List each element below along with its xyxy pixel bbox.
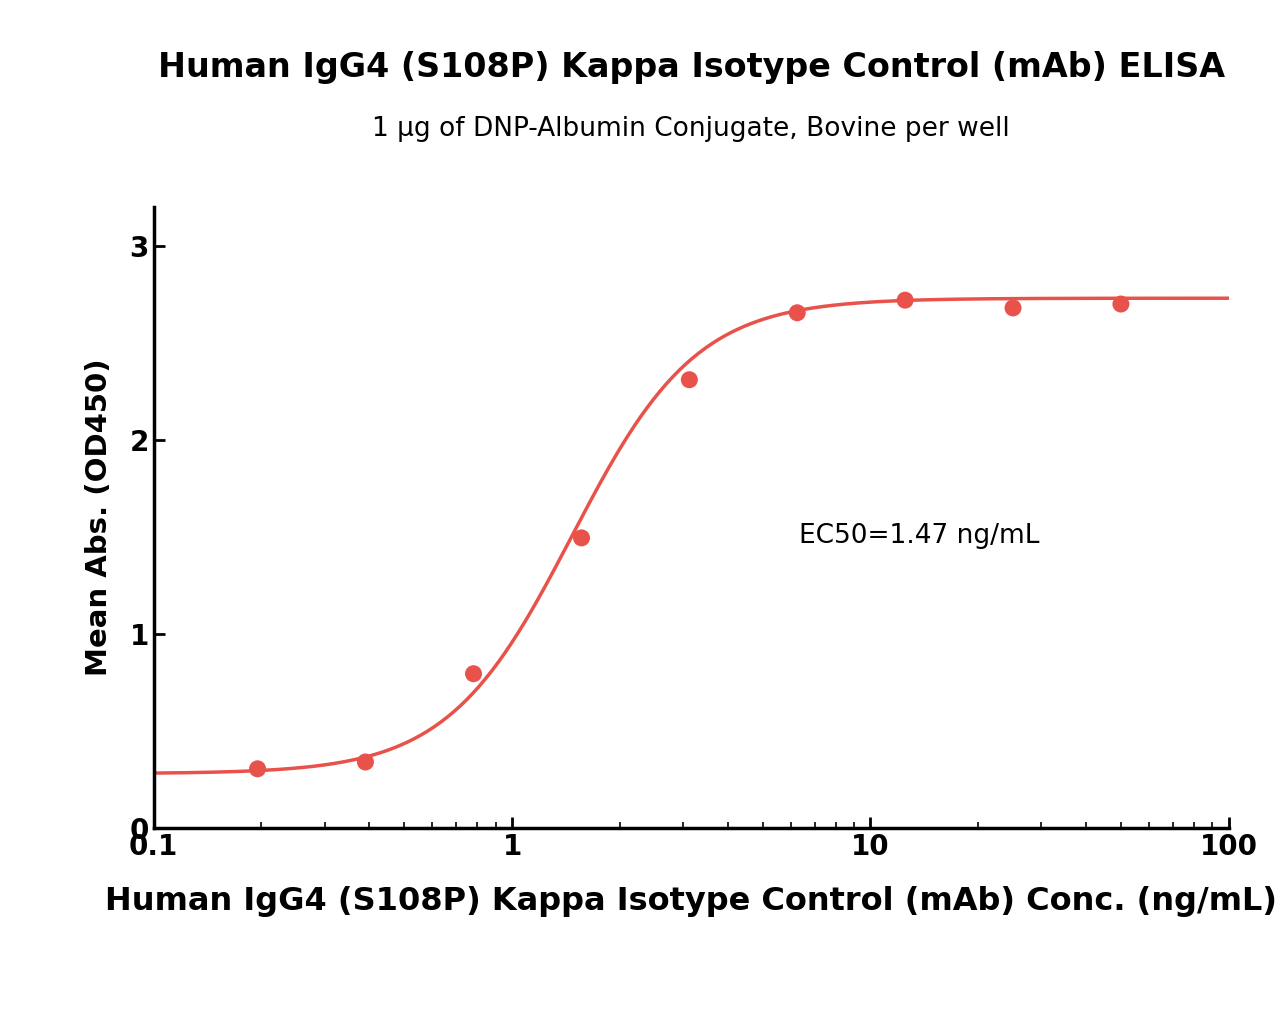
Point bbox=[1111, 296, 1132, 313]
Text: 1 μg of DNP-Albumin Conjugate, Bovine per well: 1 μg of DNP-Albumin Conjugate, Bovine pe… bbox=[372, 116, 1010, 143]
Point bbox=[247, 761, 268, 777]
Point bbox=[787, 304, 808, 321]
Point bbox=[463, 666, 484, 682]
Text: EC50=1.47 ng/mL: EC50=1.47 ng/mL bbox=[799, 523, 1039, 550]
Point bbox=[680, 372, 700, 388]
Point bbox=[571, 530, 591, 546]
Point bbox=[1002, 300, 1023, 317]
Text: Human IgG4 (S108P) Kappa Isotype Control (mAb) ELISA: Human IgG4 (S108P) Kappa Isotype Control… bbox=[157, 51, 1225, 84]
Y-axis label: Mean Abs. (OD450): Mean Abs. (OD450) bbox=[84, 359, 113, 676]
Point bbox=[895, 292, 915, 308]
Point bbox=[355, 753, 375, 770]
X-axis label: Human IgG4 (S108P) Kappa Isotype Control (mAb) Conc. (ng/mL): Human IgG4 (S108P) Kappa Isotype Control… bbox=[105, 886, 1277, 917]
